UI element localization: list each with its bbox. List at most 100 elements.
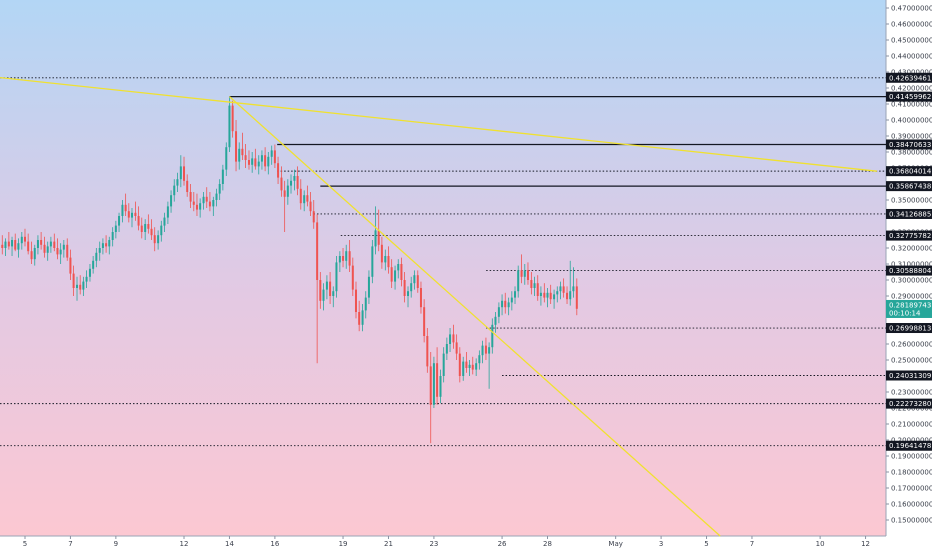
y-tick-label: 0.29000000	[891, 293, 932, 301]
candle-body	[160, 225, 163, 236]
level-label-box	[886, 166, 932, 177]
candle-body	[400, 264, 403, 280]
level-label-box	[886, 208, 932, 219]
level-label-box	[886, 72, 932, 83]
candle-body	[124, 204, 127, 212]
candle-body	[53, 241, 56, 248]
candle-body	[183, 166, 186, 181]
candle-body	[247, 160, 250, 165]
candle-body	[280, 177, 283, 191]
x-tick-label: 14	[225, 540, 234, 548]
candle-body	[105, 243, 108, 247]
level-label: 0.19641478	[889, 442, 931, 450]
x-tick-label: 3	[659, 540, 663, 548]
candle-body	[235, 131, 238, 162]
candle-body	[20, 236, 23, 244]
candle-body	[332, 291, 335, 296]
candle-body	[195, 204, 198, 210]
candle-body	[325, 281, 328, 290]
candle-body	[189, 192, 192, 202]
candle-body	[504, 300, 507, 308]
y-tick-label: 0.19000000	[891, 453, 932, 461]
y-tick-label: 0.20000000	[891, 437, 932, 445]
level-label-box	[886, 440, 932, 451]
x-tick-label: 10	[816, 540, 825, 548]
candle-body	[501, 300, 504, 308]
level-label-box	[886, 398, 932, 409]
candle-body	[88, 268, 91, 277]
candle-body	[79, 284, 82, 290]
candle-body	[257, 161, 260, 167]
candle-body	[468, 364, 471, 368]
candle-body	[59, 249, 62, 255]
candle-body	[380, 244, 383, 263]
candle-body	[530, 280, 533, 288]
y-tick-label: 0.26000000	[891, 341, 932, 349]
candle-body	[536, 283, 539, 296]
candle-body	[130, 212, 133, 218]
candle-body	[69, 257, 72, 274]
candle-body	[575, 286, 578, 309]
candle-body	[4, 241, 7, 248]
current-price-label: 0.28189743	[889, 301, 931, 309]
y-tick-label: 0.45000000	[891, 37, 932, 45]
candle-body	[423, 307, 426, 336]
candle-body	[270, 150, 273, 157]
candle-body	[442, 353, 445, 376]
x-tick-label: 21	[384, 540, 393, 548]
candle-body	[533, 283, 536, 288]
candle-body	[374, 230, 377, 247]
candle-body	[562, 286, 565, 293]
level-label: 0.22273280	[889, 400, 931, 408]
candle-body	[11, 240, 14, 247]
current-price-box	[886, 299, 932, 318]
candle-body	[108, 240, 111, 247]
level-label: 0.30588804	[889, 267, 932, 275]
level-label: 0.36804014	[889, 168, 932, 176]
candle-body	[277, 163, 280, 178]
y-tick-label: 0.18000000	[891, 469, 932, 477]
candle-body	[539, 292, 542, 296]
candle-body	[264, 155, 267, 167]
level-label-box	[886, 370, 932, 381]
candle-body	[348, 251, 351, 266]
candle-body	[439, 376, 442, 397]
candle-body	[429, 366, 432, 405]
candles	[1, 96, 578, 444]
candle-body	[85, 276, 88, 282]
candle-body	[150, 228, 153, 236]
level-label: 0.42639461	[889, 74, 931, 82]
candle-body	[416, 275, 419, 288]
candle-body	[238, 148, 241, 162]
x-tick-label: 12	[180, 540, 189, 548]
time-axis-panel[interactable]	[0, 536, 886, 550]
candle-body	[394, 270, 397, 282]
y-tick-label: 0.41000000	[891, 101, 932, 109]
candle-body	[101, 243, 104, 248]
candle-body	[33, 248, 36, 260]
candle-body	[390, 267, 393, 282]
candle-body	[514, 291, 517, 298]
candle-body	[225, 147, 228, 170]
candle-body	[273, 150, 276, 164]
candle-body	[361, 310, 364, 325]
candle-body	[23, 236, 26, 242]
level-label-box	[886, 323, 932, 334]
candle-body	[338, 256, 341, 263]
candle-body	[176, 179, 179, 186]
candle-body	[426, 336, 429, 367]
candle-body	[254, 158, 257, 167]
candle-body	[345, 251, 348, 261]
x-tick-label: 26	[498, 540, 507, 548]
level-label-box	[886, 181, 932, 192]
y-tick-label: 0.21000000	[891, 421, 932, 429]
level-label-box	[886, 230, 932, 241]
candle-body	[290, 180, 293, 186]
candle-body	[319, 280, 322, 301]
candle-body	[419, 288, 422, 308]
candle-body	[179, 166, 182, 180]
candle-body	[559, 286, 562, 292]
trendline	[0, 76, 877, 172]
candle-body	[403, 280, 406, 296]
